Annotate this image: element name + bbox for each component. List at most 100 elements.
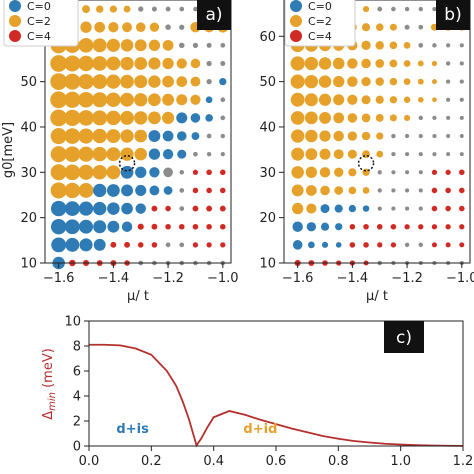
point-a-4-10 bbox=[190, 76, 201, 87]
point-a-4-7 bbox=[148, 75, 161, 88]
ytick-label-b-2: 30 bbox=[259, 166, 276, 181]
point-a-11-10 bbox=[192, 205, 199, 212]
point-a-3-10 bbox=[190, 58, 201, 69]
point-b-1-6 bbox=[375, 23, 384, 31]
point-b-12-11 bbox=[445, 224, 451, 230]
point-b-0-8 bbox=[404, 6, 410, 12]
point-b-3-9 bbox=[417, 60, 424, 67]
point-a-7-8 bbox=[162, 130, 174, 142]
point-b-0-9 bbox=[418, 6, 423, 12]
point-b-5-0 bbox=[290, 92, 305, 107]
point-b-3-8 bbox=[403, 60, 411, 67]
point-b-10-3 bbox=[334, 186, 344, 195]
point-a-12-2 bbox=[79, 219, 93, 234]
point-b-5-12 bbox=[459, 97, 464, 102]
point-a-3-1 bbox=[64, 55, 81, 72]
point-b-12-7 bbox=[390, 223, 397, 230]
point-a-3-4 bbox=[106, 56, 121, 71]
point-b-7-7 bbox=[391, 133, 396, 139]
point-a-13-7 bbox=[151, 242, 158, 248]
ytick-label-b-0: 10 bbox=[259, 257, 276, 272]
xtick-label-c-6: 1.2 bbox=[453, 454, 474, 469]
point-b-11-4 bbox=[348, 204, 357, 213]
point-a-13-10 bbox=[192, 242, 199, 248]
point-a-13-5 bbox=[124, 241, 130, 248]
point-b-10-1 bbox=[305, 185, 317, 196]
point-a-2-11 bbox=[206, 42, 212, 48]
point-b-7-11 bbox=[446, 133, 451, 139]
point-a-8-11 bbox=[206, 151, 212, 157]
xtick-label-a-0: −1.6 bbox=[43, 271, 75, 286]
point-a-1-4 bbox=[108, 22, 119, 33]
point-a-3-0 bbox=[50, 55, 68, 72]
point-a-9-9 bbox=[179, 170, 185, 175]
point-a-9-2 bbox=[78, 164, 94, 180]
point-b-12-1 bbox=[306, 222, 317, 232]
point-a-10-2 bbox=[78, 183, 94, 198]
point-b-3-2 bbox=[318, 57, 332, 70]
point-a-8-8 bbox=[162, 149, 174, 160]
point-a-13-4 bbox=[110, 241, 117, 248]
point-a-12-7 bbox=[151, 223, 158, 230]
point-a-1-9 bbox=[179, 24, 185, 30]
point-b-11-1 bbox=[306, 203, 317, 214]
ytick-label-a-0: 10 bbox=[20, 257, 37, 272]
point-b-8-1 bbox=[305, 148, 318, 161]
point-a-10-11 bbox=[206, 187, 212, 194]
ytick-label-a-3: 40 bbox=[20, 120, 37, 135]
point-b-10-7 bbox=[391, 188, 396, 193]
point-b-3-11 bbox=[445, 61, 451, 66]
ytick-label-b-5: 60 bbox=[259, 30, 276, 45]
point-a-8-3 bbox=[92, 146, 107, 162]
point-a-7-11 bbox=[206, 133, 212, 139]
point-a-12-12 bbox=[220, 223, 226, 230]
point-a-7-5 bbox=[120, 129, 134, 143]
marked-point-b bbox=[357, 154, 375, 172]
legend-b-label-c2: C=2 bbox=[308, 15, 332, 28]
point-b-6-8 bbox=[404, 114, 411, 121]
point-a-13-6 bbox=[137, 242, 144, 248]
panel-a-xlabel: μ/ t bbox=[127, 289, 149, 304]
point-a-9-10 bbox=[192, 169, 199, 175]
panel-a-ylabel: g0[meV] bbox=[1, 122, 16, 178]
point-b-12-10 bbox=[431, 224, 438, 230]
panel-b-xlabel: μ/ t bbox=[366, 289, 388, 304]
point-b-6-10 bbox=[432, 115, 437, 121]
point-a-2-4 bbox=[106, 38, 120, 52]
point-a-8-0 bbox=[50, 146, 67, 163]
point-a-6-2 bbox=[78, 110, 94, 126]
xtick-label-c-0: 0.0 bbox=[79, 454, 100, 469]
marked-point-a bbox=[118, 154, 136, 172]
xtick-label-b-1: −1.4 bbox=[337, 271, 369, 286]
point-b-9-1 bbox=[305, 166, 318, 178]
point-a-6-6 bbox=[134, 111, 148, 125]
point-b-7-1 bbox=[305, 129, 318, 143]
legend-b-marker-c4 bbox=[290, 30, 302, 42]
point-b-5-2 bbox=[318, 93, 332, 106]
xtick-label-b-3: −1.0 bbox=[446, 271, 474, 286]
point-b-0-10 bbox=[432, 7, 437, 12]
point-a-3-7 bbox=[148, 57, 161, 70]
ytick-label-c-0: 0 bbox=[73, 440, 81, 455]
point-a-6-0 bbox=[50, 109, 68, 127]
point-a-5-5 bbox=[120, 92, 135, 107]
point-a-10-8 bbox=[163, 186, 173, 195]
point-a-5-0 bbox=[50, 91, 68, 109]
panel-b-label: b) bbox=[444, 5, 461, 25]
point-a-1-2 bbox=[80, 21, 92, 33]
point-b-4-9 bbox=[417, 78, 424, 85]
point-a-9-4 bbox=[106, 165, 121, 180]
point-b-6-11 bbox=[446, 115, 451, 120]
point-b-9-3 bbox=[334, 167, 344, 177]
point-a-7-3 bbox=[92, 128, 107, 144]
point-a-5-11 bbox=[205, 96, 213, 104]
point-a-1-5 bbox=[122, 22, 132, 33]
ytick-label-c-3: 6 bbox=[73, 365, 81, 380]
point-a-1-3 bbox=[94, 21, 106, 33]
point-b-5-11 bbox=[445, 97, 451, 102]
point-a-5-3 bbox=[92, 92, 108, 108]
point-b-8-6 bbox=[376, 150, 384, 158]
point-a-0-2 bbox=[82, 5, 90, 14]
point-a-7-12 bbox=[220, 133, 226, 139]
point-a-9-0 bbox=[50, 164, 67, 181]
